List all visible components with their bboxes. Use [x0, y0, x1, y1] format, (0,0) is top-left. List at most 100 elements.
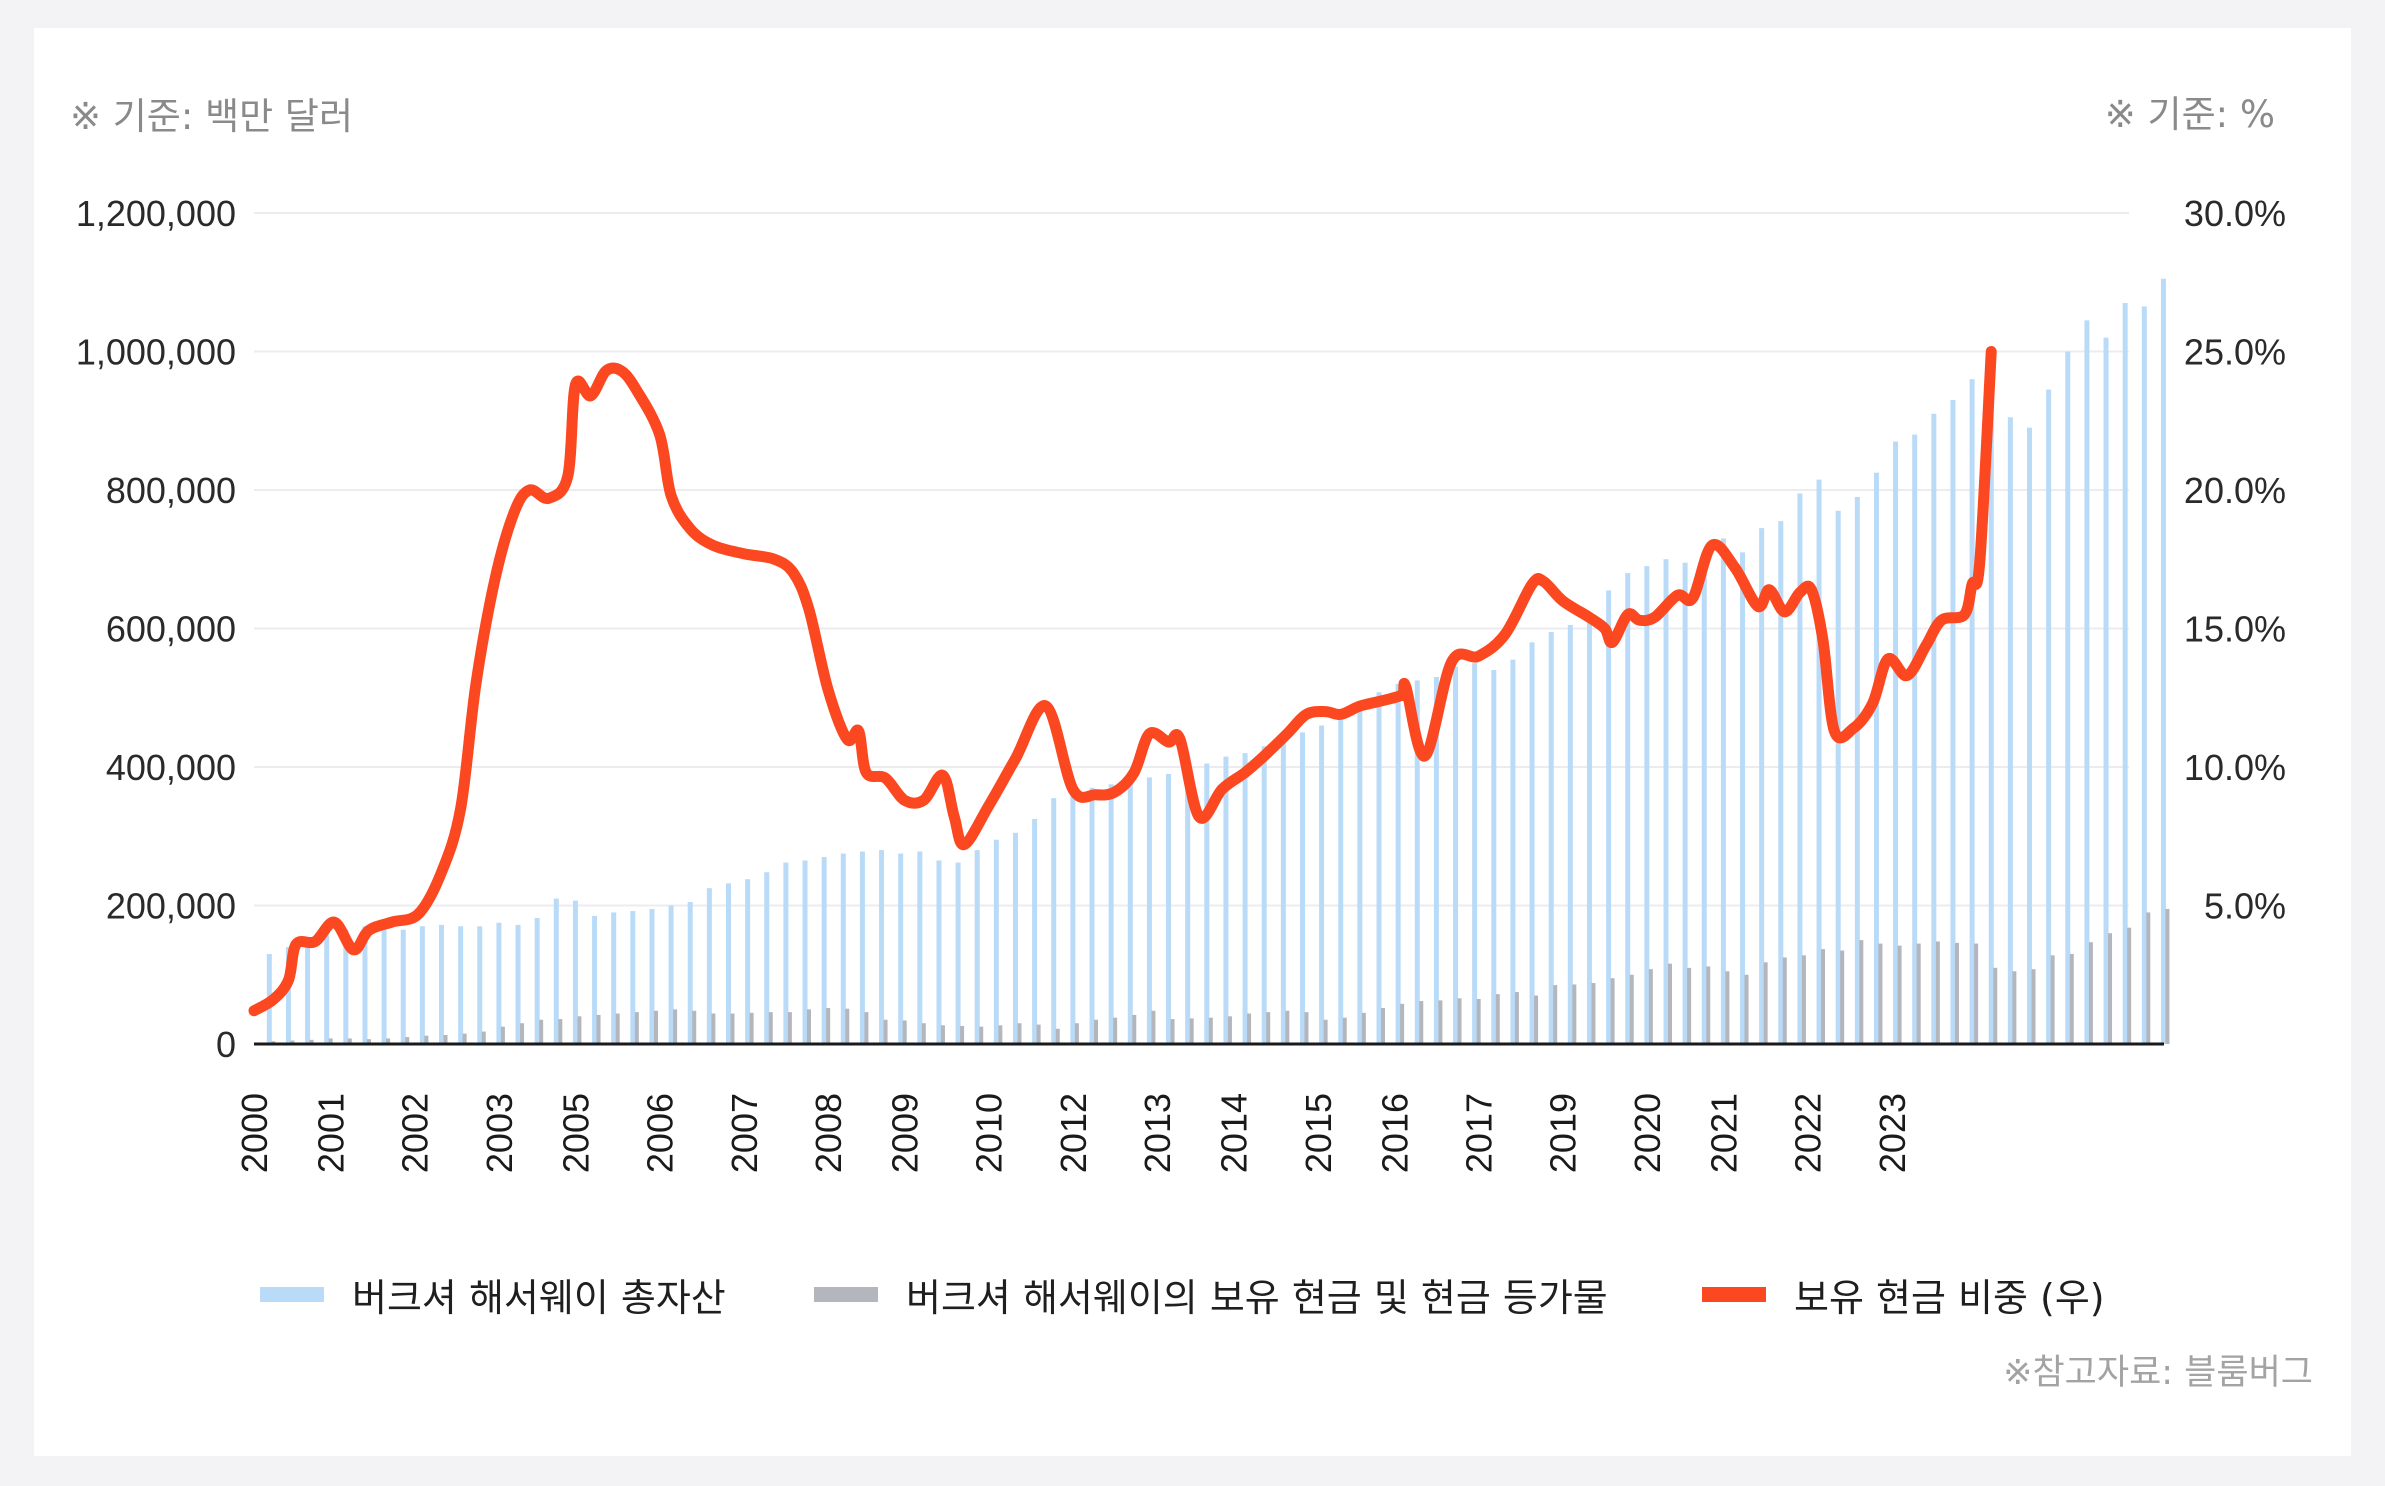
bar-cash: [1801, 955, 1806, 1044]
bar-total-assets: [630, 911, 636, 1044]
bar-cash: [405, 1037, 410, 1044]
bar-cash: [2050, 955, 2055, 1044]
bar-cash: [1821, 949, 1826, 1044]
right-axis-tick-label: 30.0%: [2184, 193, 2286, 234]
bar-total-assets: [515, 924, 521, 1044]
bar-cash: [711, 1013, 716, 1044]
legend-item-cash[interactable]: 버크셔 해서웨이의 보유 현금 및 현금 등가물: [814, 1267, 1608, 1321]
legend-swatch-ratio: [1702, 1286, 1766, 1302]
bar-cash: [1629, 974, 1634, 1044]
bar-total-assets: [725, 883, 731, 1044]
bar-cash: [1323, 1019, 1328, 1044]
chart-svg: 0 200,000 400,000 600,000 800,000 1,000,000 1,…: [76, 193, 2286, 1173]
bar-total-assets: [2046, 389, 2052, 1044]
bar-cash: [1859, 940, 1864, 1044]
bar-total-assets: [2084, 320, 2090, 1044]
legend-item-total-assets[interactable]: 버크셔 해서웨이 총자산: [260, 1267, 726, 1321]
bar-total-assets: [1280, 739, 1286, 1044]
bar-total-assets: [1472, 663, 1478, 1044]
bar-total-assets: [1988, 375, 1994, 1044]
bar-cash: [1763, 962, 1768, 1044]
bar-total-assets: [2007, 417, 2013, 1045]
bar-cash: [386, 1038, 391, 1044]
bar-cash: [2012, 971, 2017, 1044]
bar-total-assets: [553, 898, 559, 1044]
bar-cash: [481, 1031, 486, 1044]
bar-cash: [520, 1023, 525, 1044]
bar-total-assets: [706, 888, 712, 1044]
bar-total-assets: [496, 922, 502, 1044]
bar-total-assets: [1663, 559, 1669, 1044]
bar-total-assets: [1127, 782, 1133, 1044]
legend-item-ratio[interactable]: 보유 현금 비중 (우): [1702, 1267, 2105, 1321]
bar-total-assets: [2103, 337, 2109, 1044]
bar-total-assets: [2160, 278, 2166, 1045]
bar-total-assets: [2122, 303, 2128, 1044]
bar-cash: [1208, 1017, 1213, 1044]
bar-total-assets: [974, 850, 980, 1044]
bar-cash: [424, 1035, 429, 1044]
left-axis-unit-note: ※ 기준: 백만 달러: [70, 95, 353, 138]
bar-cash: [1495, 994, 1500, 1044]
bar-total-assets: [1261, 746, 1267, 1044]
bar-total-assets: [1032, 818, 1038, 1044]
right-axis-tick-label: 25.0%: [2184, 332, 2286, 373]
bar-total-assets: [687, 902, 693, 1044]
bar-cash: [1706, 966, 1711, 1044]
bar-cash: [1113, 1017, 1118, 1044]
bar-cash: [2127, 927, 2132, 1044]
bar-total-assets: [1969, 379, 1975, 1044]
bar-total-assets: [1204, 763, 1210, 1044]
bar-cash: [366, 1039, 371, 1044]
bar-cash: [1725, 971, 1730, 1044]
right-axis-tick-label: 10.0%: [2184, 747, 2286, 788]
left-axis-tick-label: 200,000: [106, 886, 236, 927]
bar-cash: [1036, 1024, 1041, 1044]
bar-total-assets: [1586, 614, 1592, 1044]
bar-cash: [845, 1008, 850, 1044]
bar-total-assets: [1223, 756, 1229, 1044]
bar-total-assets: [1510, 659, 1516, 1044]
bar-cash: [596, 1014, 601, 1044]
legend-label-cash: 버크셔 해서웨이의 보유 현금 및 현금 등가물: [906, 1275, 1608, 1320]
bar-total-assets: [1453, 666, 1459, 1044]
legend-swatch-total-assets: [260, 1286, 324, 1302]
bar-cash: [1744, 974, 1749, 1044]
x-axis-tick-label: 2016: [1374, 1093, 1415, 1173]
bar-cash: [1935, 941, 1940, 1044]
bar-cash: [634, 1012, 639, 1044]
x-axis-tick-label: 2001: [311, 1093, 352, 1173]
bar-total-assets: [649, 908, 655, 1044]
bar-total-assets: [1854, 496, 1860, 1044]
bar-cash: [653, 1010, 658, 1044]
bar-cash: [1304, 1012, 1309, 1044]
bar-total-assets: [955, 862, 961, 1044]
bar-cash: [960, 1025, 965, 1044]
bar-total-assets: [1070, 794, 1076, 1044]
bar-cash: [1572, 984, 1577, 1044]
right-axis-tick-label: 20.0%: [2184, 470, 2286, 511]
bar-total-assets: [1051, 798, 1057, 1044]
bar-cash: [2069, 953, 2074, 1044]
bar-total-assets: [936, 860, 942, 1044]
bar-total-assets: [1740, 552, 1746, 1044]
bar-total-assets: [592, 915, 598, 1044]
bar-cash: [347, 1038, 352, 1044]
bar-cash: [1266, 1012, 1271, 1044]
bar-total-assets: [1720, 538, 1726, 1044]
x-axis-tick-label: 2010: [969, 1093, 1010, 1173]
left-axis-tick-label: 400,000: [106, 747, 236, 788]
bar-total-assets: [1873, 472, 1879, 1044]
x-axis-tick-label: 2014: [1214, 1093, 1255, 1173]
bar-total-assets: [764, 872, 770, 1044]
bar-total-assets: [1299, 732, 1305, 1044]
bar-cash: [1916, 943, 1921, 1044]
x-axis-tick-label: 2017: [1458, 1093, 1499, 1173]
bar-total-assets: [458, 926, 464, 1044]
bar-total-assets: [668, 905, 674, 1044]
bar-cash: [730, 1013, 735, 1044]
bar-total-assets: [572, 900, 578, 1044]
bar-total-assets: [439, 924, 444, 1044]
bar-total-assets: [802, 860, 808, 1044]
bar-cash: [290, 1040, 295, 1044]
